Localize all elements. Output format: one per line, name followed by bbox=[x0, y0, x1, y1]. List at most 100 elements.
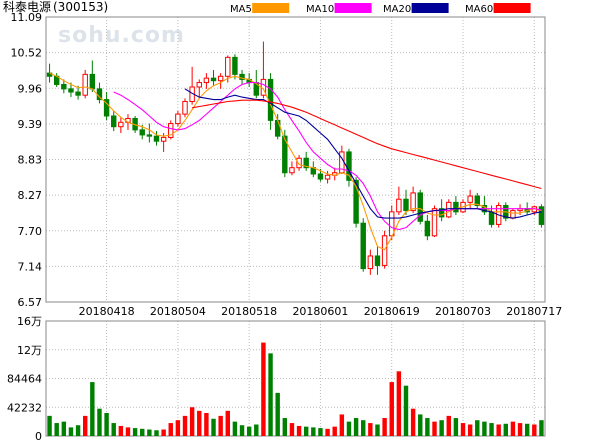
candle-body bbox=[410, 192, 416, 212]
price-panel: sohu.com 11.09 10.52 9.96 9.39 8.83 8.27 7.70 7.… bbox=[11, 11, 563, 318]
legend-label: MA20 bbox=[383, 4, 411, 15]
candle-body bbox=[111, 115, 117, 128]
volume-bar bbox=[47, 415, 52, 436]
legend-item: MA10 bbox=[306, 3, 372, 15]
watermark: sohu.com bbox=[58, 23, 185, 48]
price-y-tick: 8.27 bbox=[18, 189, 43, 202]
candle-body bbox=[103, 99, 110, 117]
volume-bar bbox=[118, 425, 124, 436]
candle-body bbox=[282, 135, 288, 174]
candle-body bbox=[239, 73, 245, 80]
candle-body bbox=[89, 73, 96, 90]
volume-bar bbox=[75, 425, 81, 436]
volume-bar bbox=[68, 427, 74, 436]
candle-body bbox=[538, 206, 545, 225]
candle bbox=[367, 249, 374, 275]
candle bbox=[310, 161, 317, 178]
candle bbox=[467, 189, 473, 209]
candle bbox=[296, 155, 302, 171]
volume-bar bbox=[90, 382, 95, 436]
volume-bar bbox=[261, 342, 266, 436]
volume-bar bbox=[254, 424, 259, 436]
candle bbox=[82, 69, 88, 99]
volume-bar bbox=[503, 423, 509, 436]
candle-body bbox=[61, 83, 67, 90]
price-y-tick: 9.39 bbox=[18, 118, 43, 131]
volume-bar bbox=[154, 430, 159, 436]
candle-body bbox=[396, 198, 402, 213]
candle-body bbox=[274, 119, 281, 137]
candle bbox=[103, 92, 110, 121]
candle-body bbox=[324, 174, 331, 180]
volume-bar bbox=[303, 426, 309, 436]
price-y-tick: 10.52 bbox=[11, 47, 43, 60]
volume-bar bbox=[489, 423, 494, 436]
candle-body bbox=[510, 210, 516, 219]
candle-body bbox=[203, 77, 210, 84]
candle-body bbox=[182, 100, 188, 115]
candle bbox=[282, 129, 288, 178]
volume-bar bbox=[218, 415, 223, 436]
candle-body bbox=[438, 208, 445, 218]
candle bbox=[61, 79, 67, 94]
volume-bar bbox=[161, 429, 166, 436]
volume-bar bbox=[168, 423, 173, 436]
candle bbox=[111, 110, 117, 132]
volume-panel: 16万 12万 84464 42232 0 bbox=[7, 315, 546, 440]
candle-body bbox=[75, 91, 81, 96]
volume-bar bbox=[339, 414, 345, 436]
volume-bar bbox=[111, 423, 116, 436]
candle-body bbox=[424, 220, 431, 237]
candle bbox=[481, 196, 488, 215]
candle-body bbox=[389, 211, 395, 237]
candle bbox=[89, 60, 96, 93]
stock-code: (300153) bbox=[53, 0, 108, 14]
volume-bar bbox=[197, 410, 202, 436]
candle bbox=[474, 192, 480, 209]
candle bbox=[239, 69, 245, 85]
candle-body bbox=[296, 157, 302, 169]
candle-body bbox=[374, 255, 381, 266]
candle-body bbox=[367, 255, 374, 270]
volume-bar bbox=[368, 423, 373, 436]
volume-bar bbox=[97, 408, 102, 436]
price-y-tick: 11.09 bbox=[11, 11, 43, 24]
volume-bar bbox=[475, 420, 480, 436]
candle bbox=[424, 214, 431, 241]
candle bbox=[374, 246, 381, 275]
volume-bar bbox=[403, 385, 409, 436]
volume-bar bbox=[375, 424, 380, 436]
volume-bar bbox=[396, 371, 402, 436]
candle-body bbox=[168, 123, 174, 138]
volume-bar bbox=[82, 415, 88, 436]
candle-body bbox=[431, 208, 438, 237]
volume-bar bbox=[175, 420, 181, 436]
candle bbox=[232, 54, 238, 80]
volume-bar bbox=[268, 353, 273, 436]
volume-y-tick: 84464 bbox=[7, 373, 42, 386]
candle-body bbox=[453, 201, 459, 213]
candle-body bbox=[417, 192, 423, 222]
candle-body bbox=[353, 179, 359, 224]
volume-bar bbox=[418, 414, 423, 436]
candle bbox=[360, 218, 366, 272]
volume-bar bbox=[439, 420, 444, 436]
stock-title: 科泰电源 bbox=[3, 0, 51, 14]
volume-bar bbox=[353, 418, 359, 436]
volume-bar bbox=[282, 418, 288, 436]
volume-bar bbox=[246, 426, 252, 436]
price-y-tick: 9.96 bbox=[18, 82, 43, 95]
price-y-tick: 6.57 bbox=[18, 296, 43, 309]
legend-item: MA60 bbox=[465, 3, 531, 15]
legend: MA5 MA10 MA20 MA60 bbox=[230, 3, 531, 15]
volume-bar bbox=[539, 420, 544, 436]
candle-body bbox=[153, 135, 160, 142]
volume-bar bbox=[482, 421, 487, 436]
price-frame bbox=[45, 16, 546, 303]
candle bbox=[289, 161, 295, 176]
price-y-tick: 7.70 bbox=[18, 225, 43, 238]
volume-bar bbox=[132, 428, 138, 436]
volume-y-tick: 0 bbox=[35, 430, 42, 440]
